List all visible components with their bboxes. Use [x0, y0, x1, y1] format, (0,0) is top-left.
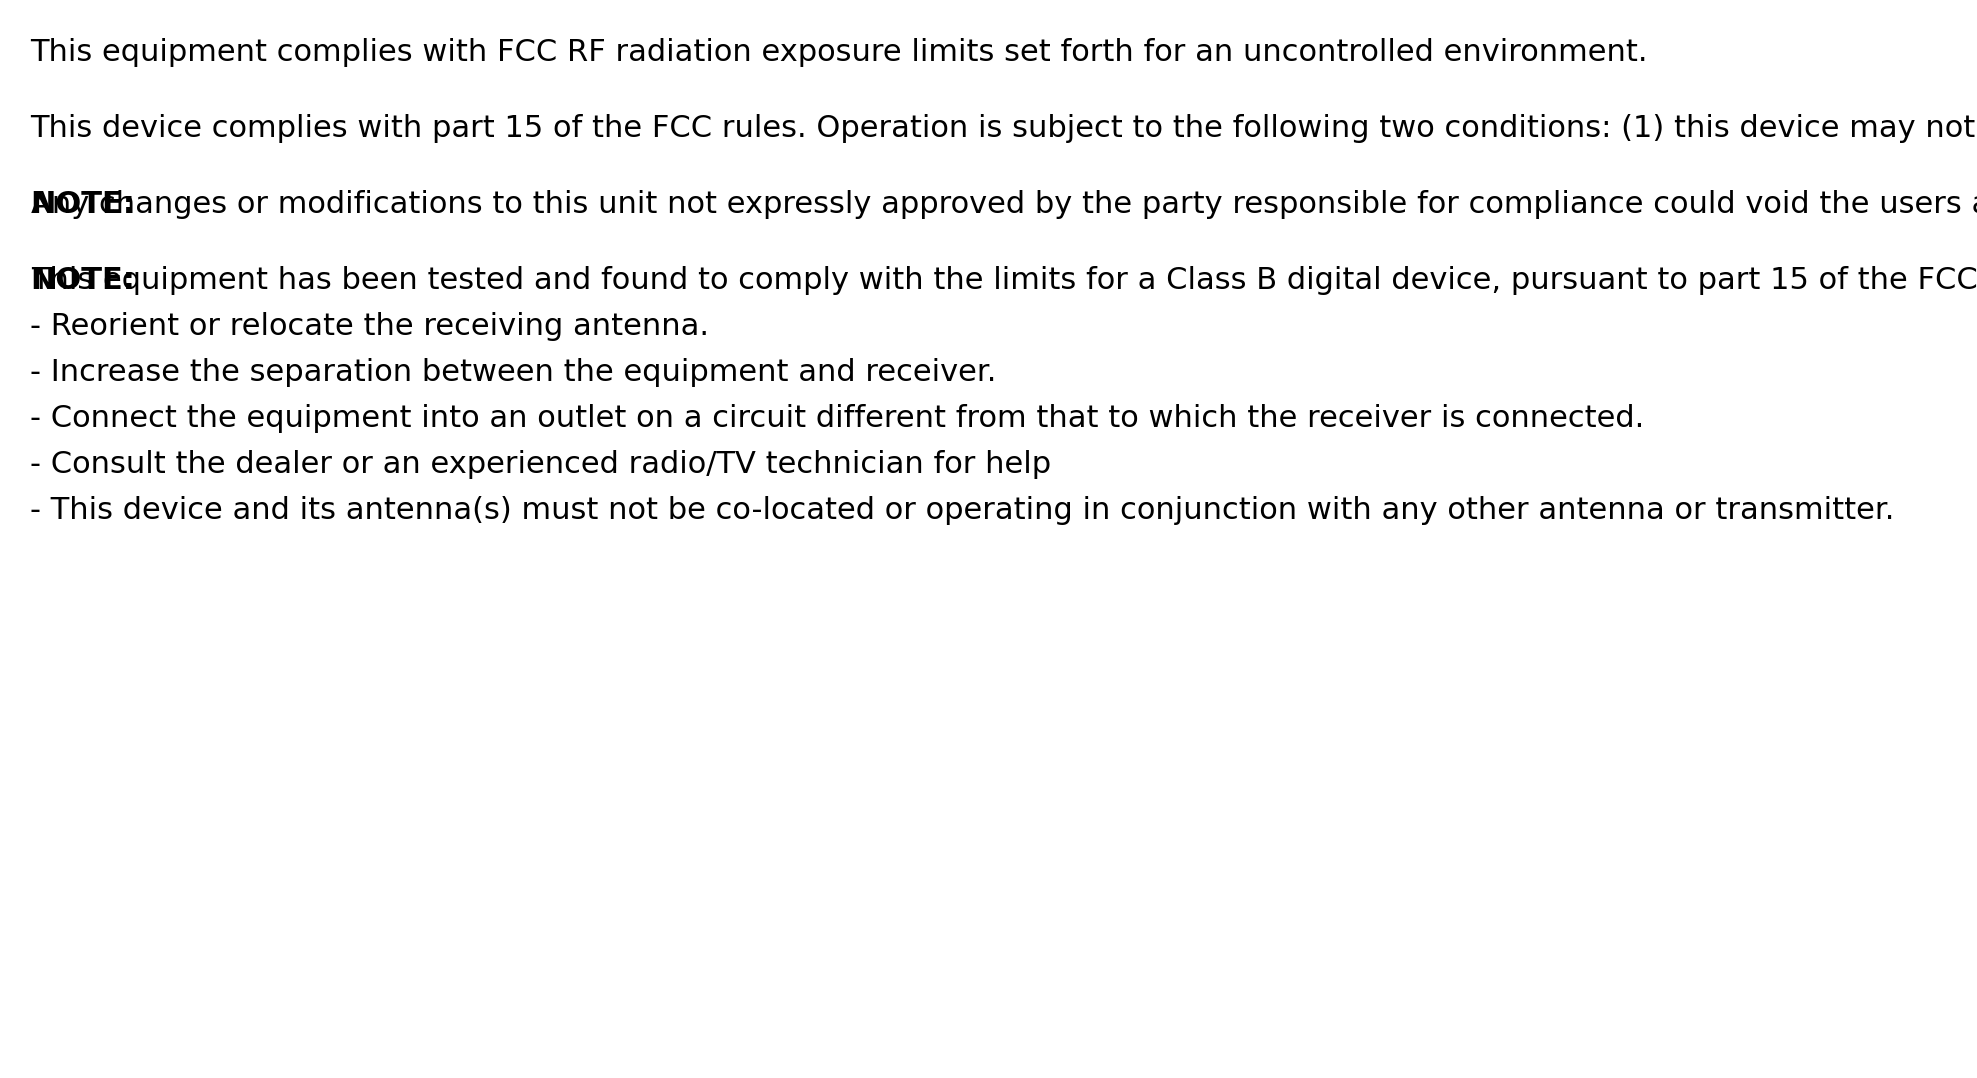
Text: - Increase the separation between the equipment and receiver.: - Increase the separation between the eq… [30, 358, 996, 387]
Text: NOTE:: NOTE: [30, 190, 134, 219]
Text: This equipment has been tested and found to comply with the limits for a Class B: This equipment has been tested and found… [32, 266, 1977, 295]
Text: Any changes or modifications to this unit not expressly approved by the party re: Any changes or modifications to this uni… [32, 190, 1977, 219]
Text: This equipment complies with FCC RF radiation exposure limits set forth for an u: This equipment complies with FCC RF radi… [30, 38, 1647, 67]
Text: This device complies with part 15 of the FCC rules. Operation is subject to the : This device complies with part 15 of the… [30, 114, 1977, 143]
Text: - Reorient or relocate the receiving antenna.: - Reorient or relocate the receiving ant… [30, 312, 710, 341]
Text: - Connect the equipment into an outlet on a circuit different from that to which: - Connect the equipment into an outlet o… [30, 404, 1645, 433]
Text: - This device and its antenna(s) must not be co-located or operating in conjunct: - This device and its antenna(s) must no… [30, 496, 1894, 525]
Text: NOTE:: NOTE: [30, 266, 134, 295]
Text: - Consult the dealer or an experienced radio/TV technician for help: - Consult the dealer or an experienced r… [30, 450, 1052, 479]
